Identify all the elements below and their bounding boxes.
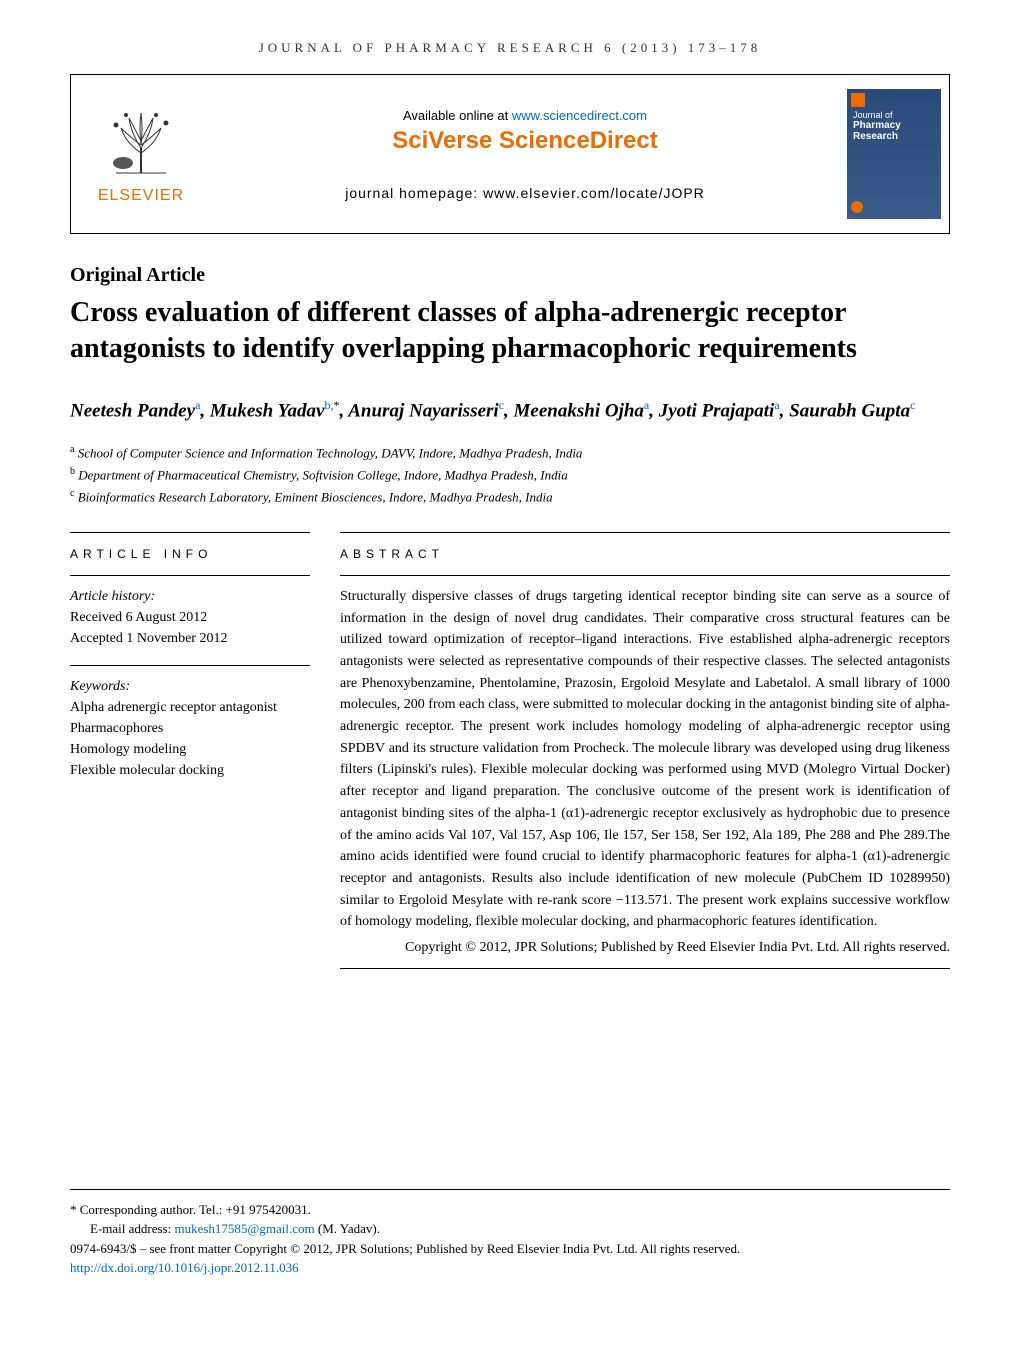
author-name: Jyoti Prajapati xyxy=(659,400,775,421)
doi-link[interactable]: http://dx.doi.org/10.1016/j.jopr.2012.11… xyxy=(70,1260,299,1275)
received-date: Received 6 August 2012 xyxy=(70,607,310,628)
abstract-copyright: Copyright © 2012, JPR Solutions; Publish… xyxy=(340,937,950,958)
keywords-block: Keywords: Alpha adrenergic receptor anta… xyxy=(70,665,310,781)
keyword: Homology modeling xyxy=(70,739,310,760)
keyword: Pharmacophores xyxy=(70,718,310,739)
author-aff: a xyxy=(195,398,200,412)
author-aff: c xyxy=(910,398,915,412)
page-footer: * Corresponding author. Tel.: +91 975420… xyxy=(70,1189,950,1278)
history-label: Article history: xyxy=(70,586,310,607)
elsevier-label: ELSEVIER xyxy=(98,187,184,205)
sciverse-brand: SciVerse ScienceDirect xyxy=(392,127,658,155)
article-info-column: ARTICLE INFO Article history: Received 6… xyxy=(70,532,310,969)
journal-running-header: JOURNAL OF PHARMACY RESEARCH 6 (2013) 17… xyxy=(70,40,950,56)
cover-line2: Pharmacy Research xyxy=(853,120,935,142)
affiliations: a School of Computer Science and Informa… xyxy=(70,442,950,508)
article-history-block: Article history: Received 6 August 2012 … xyxy=(70,575,310,649)
email-link[interactable]: mukesh17585@gmail.com xyxy=(174,1221,314,1236)
info-abstract-row: ARTICLE INFO Article history: Received 6… xyxy=(70,532,950,969)
email-suffix: (M. Yadav). xyxy=(315,1221,380,1236)
keyword: Flexible molecular docking xyxy=(70,760,310,781)
cover-line1: Journal of xyxy=(853,110,935,120)
abstract-column: ABSTRACT Structurally dispersive classes… xyxy=(340,532,950,969)
author-aff: c xyxy=(499,398,504,412)
corresponding-author: * Corresponding author. Tel.: +91 975420… xyxy=(70,1200,950,1220)
available-prefix: Available online at xyxy=(403,108,512,123)
issn-copyright-line: 0974-6943/$ – see front matter Copyright… xyxy=(70,1239,950,1259)
author-name: Neetesh Pandey xyxy=(70,400,195,421)
journal-cover-box: Journal of Pharmacy Research xyxy=(839,75,949,233)
accepted-date: Accepted 1 November 2012 xyxy=(70,628,310,649)
abstract-text: Structurally dispersive classes of drugs… xyxy=(340,575,950,933)
abstract-heading: ABSTRACT xyxy=(340,532,950,561)
affiliation-a: School of Computer Science and Informati… xyxy=(78,445,583,460)
affiliation-c: Bioinformatics Research Laboratory, Emin… xyxy=(78,489,553,504)
author-name: Meenakshi Ojha xyxy=(514,400,644,421)
article-info-heading: ARTICLE INFO xyxy=(70,532,310,561)
journal-homepage-line: journal homepage: www.elsevier.com/locat… xyxy=(345,185,705,201)
header-banner: ELSEVIER Available online at www.science… xyxy=(70,74,950,234)
corresponding-star: * xyxy=(333,398,339,412)
article-title: Cross evaluation of different classes of… xyxy=(70,295,950,368)
author-aff: a xyxy=(644,398,649,412)
author-name: Mukesh Yadav xyxy=(210,400,325,421)
elsevier-tree-icon xyxy=(101,103,181,183)
sciencedirect-link[interactable]: www.sciencedirect.com xyxy=(512,108,647,123)
abstract-rule xyxy=(340,968,950,969)
author-name: Anuraj Nayarisseri xyxy=(348,400,498,421)
author-aff: a xyxy=(774,398,779,412)
email-line: E-mail address: mukesh17585@gmail.com (M… xyxy=(90,1219,950,1239)
journal-cover-thumbnail: Journal of Pharmacy Research xyxy=(847,89,941,219)
publisher-logo-box: ELSEVIER xyxy=(71,75,211,233)
header-center: Available online at www.sciencedirect.co… xyxy=(211,75,839,233)
keyword: Alpha adrenergic receptor antagonist xyxy=(70,697,310,718)
email-label: E-mail address: xyxy=(90,1221,174,1236)
keywords-label: Keywords: xyxy=(70,676,310,697)
affiliation-b: Department of Pharmaceutical Chemistry, … xyxy=(78,467,567,482)
author-name: Saurabh Gupta xyxy=(789,400,910,421)
article-type: Original Article xyxy=(70,264,950,287)
available-online-text: Available online at www.sciencedirect.co… xyxy=(403,108,647,123)
author-list: Neetesh Pandeya, Mukesh Yadavb,*, Anuraj… xyxy=(70,396,950,426)
